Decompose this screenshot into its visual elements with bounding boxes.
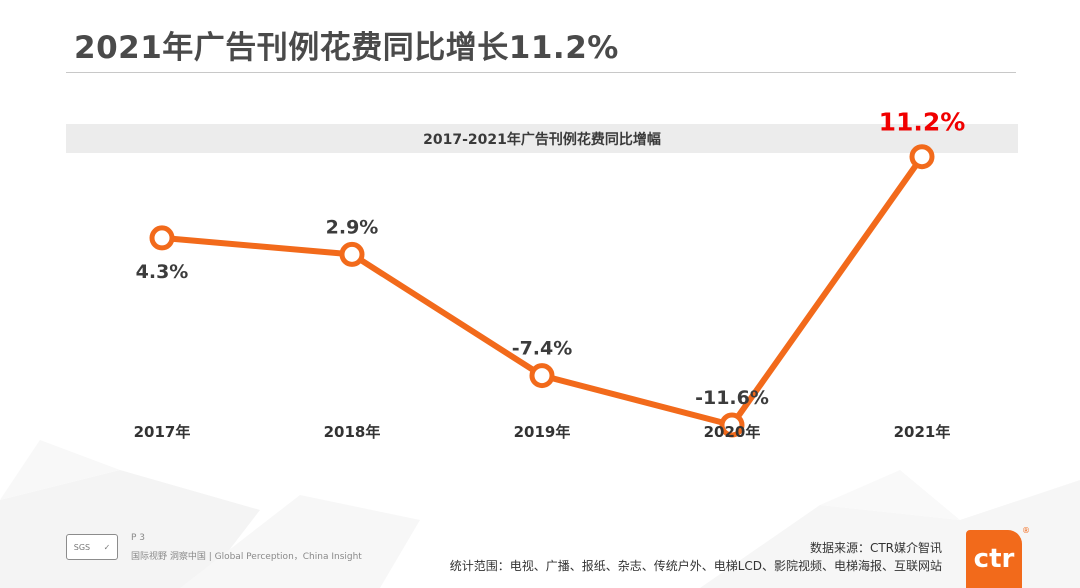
title-divider	[66, 72, 1016, 73]
data-point	[909, 144, 935, 170]
data-point	[339, 241, 365, 267]
data-label: -7.4%	[512, 338, 573, 360]
registered-mark: ®	[1022, 526, 1030, 535]
data-point	[719, 412, 745, 438]
page-number: P 3	[131, 533, 146, 543]
x-tick-label: 2020年	[704, 423, 761, 441]
data-point	[149, 225, 175, 251]
data-label: -11.6%	[695, 387, 769, 409]
certification-badge: SGS ✓	[66, 534, 118, 560]
x-tick-label: 2018年	[324, 423, 381, 441]
sgs-icon: SGS	[73, 542, 91, 552]
data-label: 11.2%	[879, 108, 966, 137]
slide-title: 2021年广告刊例花费同比增长11.2%	[74, 30, 619, 66]
data-point	[529, 363, 555, 389]
chart-title: 2017-2021年广告刊例花费同比增幅	[66, 124, 1018, 153]
data-source: 数据来源：CTR媒介智讯	[809, 541, 942, 555]
ctr-logo: ctr	[966, 530, 1022, 588]
data-label: 2.9%	[326, 216, 379, 238]
check-icon: ✓	[103, 542, 111, 552]
x-tick-label: 2021年	[894, 423, 951, 441]
data-scope: 统计范围：电视、广播、报纸、杂志、传统户外、电梯LCD、影院视频、电梯海报、互联…	[449, 559, 942, 573]
x-tick-label: 2017年	[134, 423, 191, 441]
data-label: 4.3%	[136, 261, 189, 283]
company-tagline: 国际视野 洞察中国 | Global Perception，China Insi…	[131, 552, 362, 562]
x-tick-label: 2019年	[514, 423, 571, 441]
